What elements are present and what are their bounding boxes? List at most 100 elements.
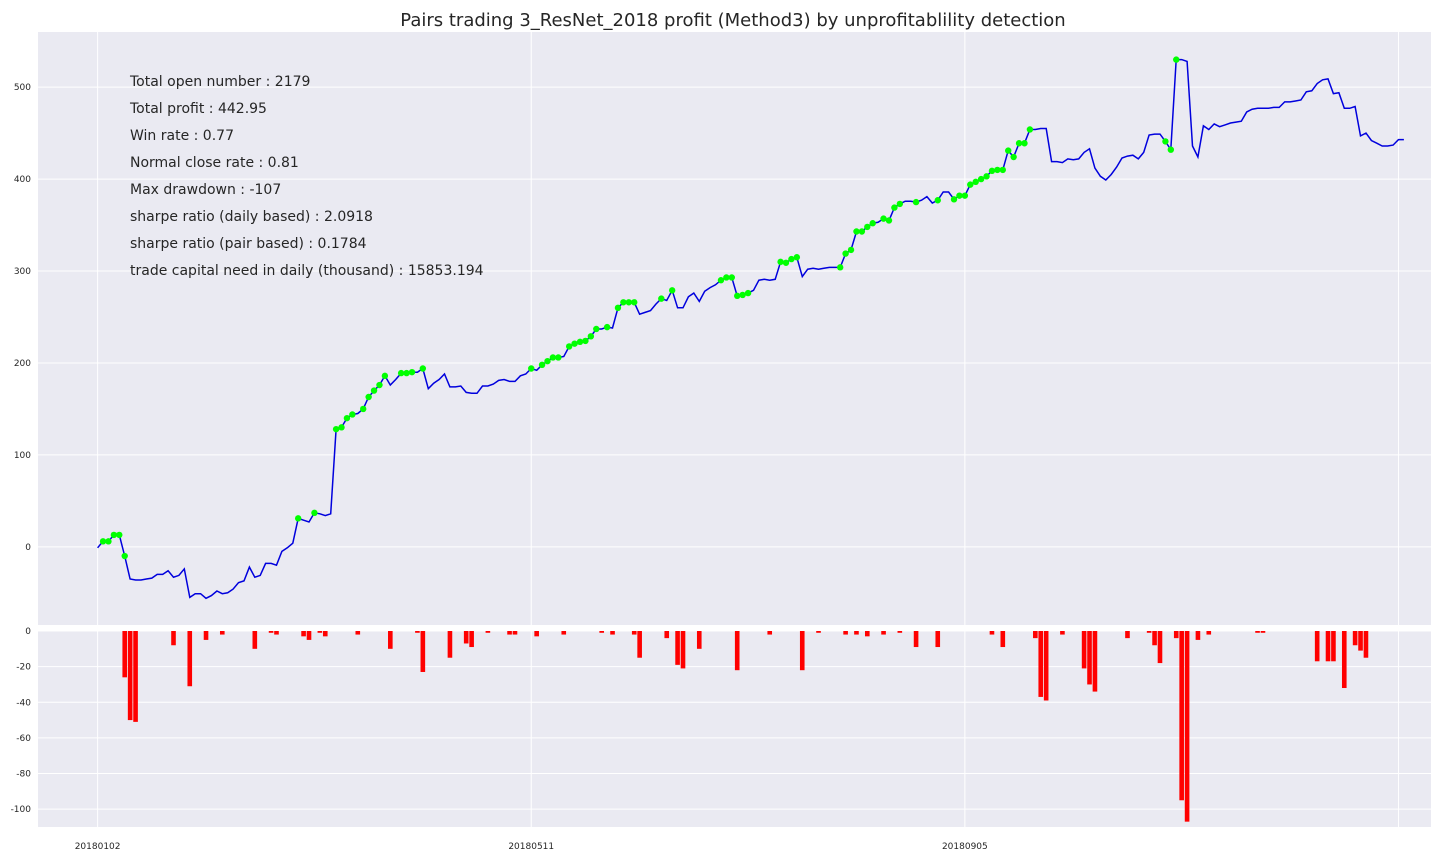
drawdown-bar: [1000, 631, 1006, 648]
bottom-y-tick-labels: 0 -20 -40 -60 -80 -100: [11, 627, 32, 815]
profit-marker: [717, 277, 725, 284]
drawdown-bar: [664, 631, 670, 639]
drawdown-bar: [507, 631, 512, 635]
drawdown-bar: [127, 631, 133, 721]
drawdown-bar: [447, 631, 453, 658]
drawdown-bar: [599, 631, 605, 633]
drawdown-bars: [122, 631, 1369, 822]
top-y-tick-labels: 0 100 200 300 400 500: [14, 83, 31, 553]
drawdown-bar: [171, 631, 176, 646]
bottom-y-tick-label: 0: [25, 627, 31, 637]
profit-marker: [842, 250, 849, 257]
top-grid: [38, 32, 1431, 625]
profit-marker: [614, 304, 622, 312]
drawdown-bar: [989, 631, 995, 635]
drawdown-bar: [864, 631, 870, 637]
profit-marker: [593, 325, 600, 333]
drawdown-bar: [1173, 631, 1179, 639]
x-tick-label: 20180511: [508, 842, 554, 852]
drawdown-bar: [1146, 631, 1152, 633]
profit-marker: [999, 166, 1007, 174]
profit-marker: [782, 259, 790, 266]
profit-marker: [565, 343, 573, 350]
drawdown-bar: [1358, 631, 1363, 651]
profit-marker: [739, 291, 746, 299]
profit-marker: [950, 196, 958, 203]
profit-markers: [99, 56, 1180, 560]
drawdown-bar: [843, 631, 848, 635]
drawdown-bar: [1081, 631, 1087, 669]
profit-marker: [788, 255, 795, 263]
drawdown-bar: [913, 631, 919, 648]
bottom-y-tick-label: -100: [11, 805, 32, 815]
top-y-tick-label: 100: [14, 451, 31, 461]
profit-marker: [891, 204, 898, 211]
drawdown-bar: [1152, 631, 1157, 646]
profit-marker: [105, 538, 112, 545]
drawdown-bar: [512, 631, 518, 635]
profit-marker: [620, 299, 627, 306]
profit-marker: [977, 175, 985, 183]
drawdown-bar: [415, 631, 420, 633]
profit-marker: [777, 258, 784, 266]
drawdown-bar: [680, 631, 686, 669]
profit-marker: [793, 254, 801, 261]
x-tick-label: 20180102: [75, 842, 121, 852]
drawdown-bar: [1195, 631, 1201, 640]
profit-marker: [544, 357, 551, 365]
profit-marker: [381, 372, 389, 380]
drawdown-bar: [388, 631, 393, 649]
drawdown-bar: [1206, 631, 1212, 635]
drawdown-bar: [1060, 631, 1065, 635]
drawdown-bar: [675, 631, 680, 665]
drawdown-bar: [1087, 631, 1092, 685]
profit-marker: [869, 220, 876, 227]
top-y-tick-label: 500: [14, 83, 31, 93]
drawdown-bar: [1184, 631, 1190, 822]
profit-marker: [631, 299, 638, 306]
drawdown-bar: [1033, 631, 1038, 639]
profit-marker: [658, 295, 665, 302]
drawdown-bar: [274, 631, 279, 635]
drawdown-bar: [252, 631, 258, 649]
drawdown-bar: [734, 631, 740, 671]
profit-marker: [1015, 140, 1023, 147]
chart-title: Pairs trading 3_ResNet_2018 profit (Meth…: [400, 10, 1065, 31]
profit-marker: [408, 368, 416, 376]
top-plot-area: [38, 32, 1431, 625]
profit-marker: [853, 228, 860, 235]
drawdown-bar: [1179, 631, 1184, 801]
profit-marker: [728, 274, 735, 281]
profit-marker: [338, 424, 345, 431]
drawdown-bar: [799, 631, 805, 671]
stat-line: sharpe ratio (daily based) : 2.0918: [130, 209, 373, 225]
drawdown-bar: [1363, 631, 1369, 658]
top-y-tick-label: 0: [25, 543, 31, 553]
profit-marker: [1026, 126, 1034, 133]
profit-marker: [555, 354, 562, 361]
profit-marker: [880, 215, 887, 222]
drawdown-bar: [203, 631, 209, 640]
drawdown-bar: [301, 631, 306, 637]
top-y-tick-label: 300: [14, 267, 31, 277]
profit-marker: [365, 393, 372, 401]
profit-marker: [538, 361, 546, 369]
top-y-tick-label: 400: [14, 175, 31, 185]
profit-marker: [121, 552, 128, 560]
bottom-plot-area: [38, 631, 1431, 827]
profit-marker: [349, 411, 356, 418]
bottom-y-tick-label: -80: [16, 770, 31, 780]
drawdown-bar: [133, 631, 138, 722]
drawdown-bar: [485, 631, 491, 633]
drawdown-bar: [1043, 631, 1049, 701]
profit-marker: [116, 531, 123, 539]
drawdown-bar: [317, 631, 323, 633]
profit-marker: [988, 167, 996, 175]
drawdown-bar: [881, 631, 886, 635]
drawdown-bar: [122, 631, 128, 678]
x-tick-labels: 20180102 20180511 20180905: [75, 842, 988, 852]
profit-marker: [110, 531, 118, 539]
stat-line: Win rate : 0.77: [130, 128, 234, 144]
profit-marker: [934, 197, 941, 204]
